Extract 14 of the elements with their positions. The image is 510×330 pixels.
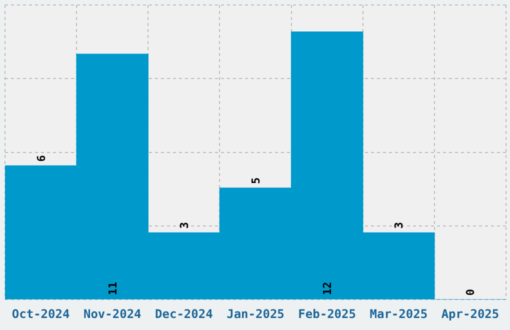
x-tick-label: Mar-2025: [370, 306, 428, 321]
x-tick-label: Feb-2025: [298, 306, 356, 321]
data-label: 0: [464, 288, 478, 296]
x-tick-label: Dec-2024: [155, 306, 213, 321]
data-label: 11: [106, 281, 120, 296]
x-tick-label: Nov-2024: [83, 306, 142, 321]
data-label: 6: [34, 154, 48, 162]
x-tick-label: Oct-2024: [12, 306, 70, 321]
x-tick-label: Apr-2025: [441, 306, 500, 321]
x-tick-label: Jan-2025: [226, 306, 284, 321]
data-label: 5: [250, 177, 262, 184]
data-label: 3: [178, 222, 191, 229]
data-label: 3: [392, 222, 406, 229]
data-label: 12: [321, 282, 334, 296]
